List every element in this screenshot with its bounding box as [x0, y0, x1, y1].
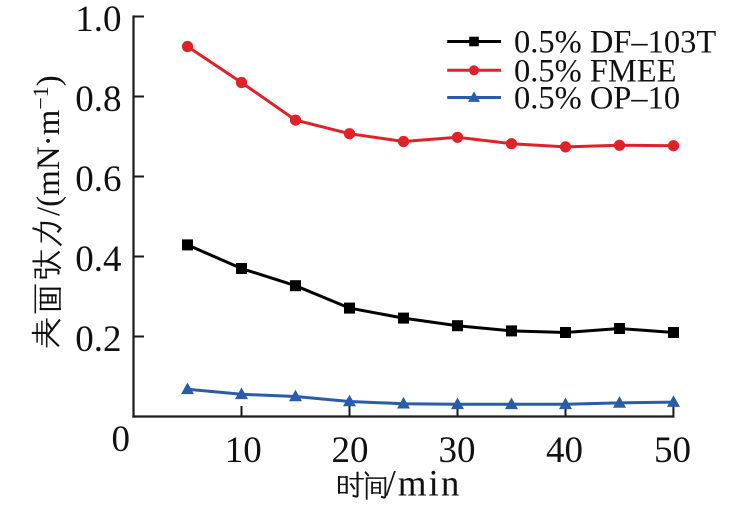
- svg-text:0.5% OP–10: 0.5% OP–10: [514, 81, 680, 117]
- svg-text:0: 0: [111, 419, 130, 460]
- svg-text:40: 40: [546, 430, 583, 471]
- svg-text:1.0: 1.0: [75, 0, 121, 40]
- svg-text:30: 30: [439, 430, 476, 471]
- svg-text:0.2: 0.2: [75, 319, 121, 360]
- svg-text:0.5% FMEE: 0.5% FMEE: [514, 54, 677, 90]
- svg-text:10: 10: [225, 430, 262, 471]
- svg-text:0.8: 0.8: [75, 79, 121, 120]
- svg-text:0.4: 0.4: [75, 239, 121, 280]
- svg-text:20: 20: [332, 430, 369, 471]
- svg-text:0.5% DF–103T: 0.5% DF–103T: [514, 25, 716, 61]
- svg-text:0.6: 0.6: [75, 159, 121, 200]
- svg-text:50: 50: [654, 430, 691, 471]
- svg-text:/min: /min: [386, 464, 462, 502]
